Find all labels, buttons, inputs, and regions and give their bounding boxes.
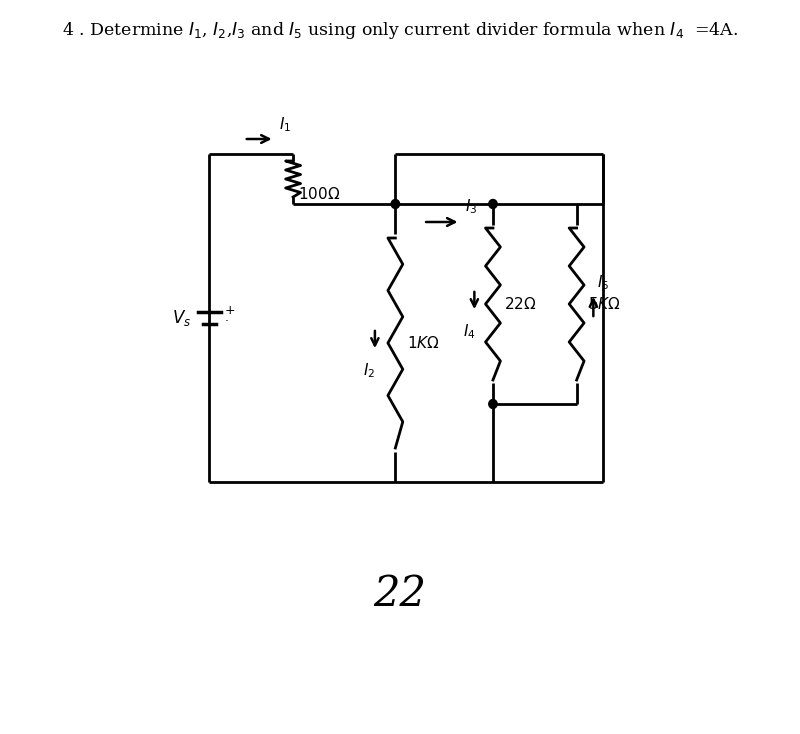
Text: $1K\Omega$: $1K\Omega$ [406,335,439,351]
Text: $I_3$: $I_3$ [465,197,478,216]
Text: $V_s$: $V_s$ [172,308,191,328]
Text: ·: · [224,316,228,329]
Text: 4 . Determine $I_1$, $I_2$,$I_3$ and $I_5$ using only current divider formula wh: 4 . Determine $I_1$, $I_2$,$I_3$ and $I_… [62,20,738,41]
Text: $100\Omega$: $100\Omega$ [298,186,340,202]
Circle shape [391,200,399,208]
Text: $I_2$: $I_2$ [363,361,375,379]
Circle shape [489,200,497,208]
Text: 22: 22 [374,573,426,615]
Text: $5K\Omega$: $5K\Omega$ [588,296,621,312]
Text: +: + [224,303,235,316]
Text: $I_1$: $I_1$ [279,115,291,134]
Text: $22\Omega$: $22\Omega$ [504,296,537,312]
Text: $I_5$: $I_5$ [597,273,610,292]
Circle shape [489,399,497,409]
Text: $I_4$: $I_4$ [463,322,476,341]
